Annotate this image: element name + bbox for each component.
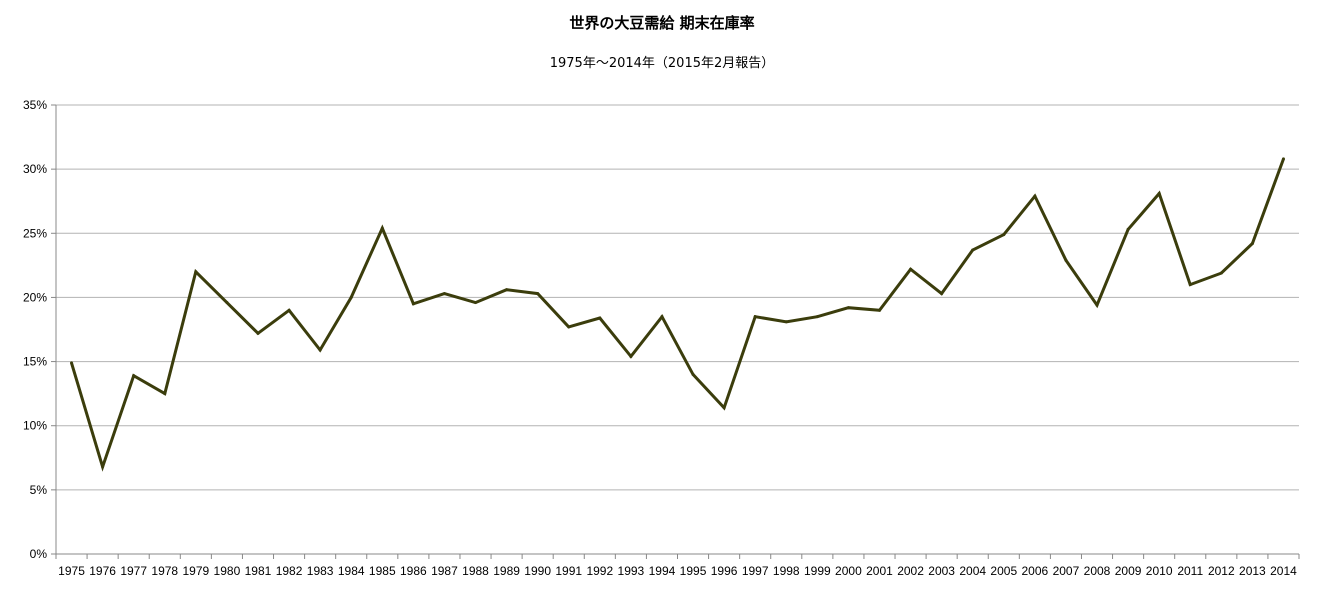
data-point <box>1281 157 1285 161</box>
chart-title: 世界の大豆需給 期末在庫率 <box>569 14 755 32</box>
x-tick-label: 2006 <box>1022 564 1049 578</box>
chart-subtitle: 1975年～2014年（2015年2月報告） <box>549 56 775 71</box>
x-tick-label: 1979 <box>182 564 209 578</box>
data-point <box>132 374 136 378</box>
data-point <box>225 301 229 305</box>
gridlines <box>56 104 1299 491</box>
data-point <box>940 292 944 296</box>
x-tick-label: 1997 <box>742 564 769 578</box>
y-tick-label: 35% <box>23 98 47 112</box>
y-tick-label: 5% <box>30 483 48 497</box>
x-tick-label: 1980 <box>214 564 241 578</box>
data-point <box>877 308 881 312</box>
data-point <box>909 267 913 271</box>
x-tick-label: 2013 <box>1239 564 1266 578</box>
data-point <box>163 392 167 396</box>
x-tick-label: 2007 <box>1053 564 1080 578</box>
data-point <box>256 331 260 335</box>
y-tick-label: 25% <box>23 226 47 240</box>
data-point <box>1095 303 1099 307</box>
data-point <box>1157 192 1161 196</box>
x-tick-label: 1976 <box>89 564 116 578</box>
data-point <box>1126 227 1130 231</box>
x-tick-label: 2008 <box>1084 564 1111 578</box>
x-tick-label: 1990 <box>524 564 551 578</box>
y-tick-label: 20% <box>23 290 47 304</box>
data-point <box>442 292 446 296</box>
x-tick-label: 2003 <box>928 564 955 578</box>
x-tick-label: 2014 <box>1270 564 1297 578</box>
data-point <box>1002 233 1006 237</box>
x-tick-label: 1991 <box>555 564 582 578</box>
y-tick-label: 10% <box>23 419 47 433</box>
x-tick-label: 1978 <box>151 564 178 578</box>
data-point <box>194 270 198 274</box>
x-tick-label: 1984 <box>338 564 365 578</box>
data-point <box>101 465 105 469</box>
x-tick-label: 2010 <box>1146 564 1173 578</box>
data-point <box>411 302 415 306</box>
data-point <box>287 308 291 312</box>
x-tick-label: 1989 <box>493 564 520 578</box>
data-point <box>846 306 850 310</box>
data-point <box>1064 258 1068 262</box>
data-point <box>660 315 664 319</box>
x-tick-label: 1995 <box>680 564 707 578</box>
data-point <box>70 361 74 365</box>
y-tick-labels: 0% 5% 10% 15% 20% 25% 30% 35% <box>23 98 47 561</box>
x-tick-label: 1998 <box>773 564 800 578</box>
x-tick-label: 1992 <box>586 564 613 578</box>
x-tick-label: 1999 <box>804 564 831 578</box>
y-tick-label: 0% <box>30 547 48 561</box>
data-point <box>1250 242 1254 246</box>
y-tick-label: 30% <box>23 162 47 176</box>
data-point <box>1033 194 1037 198</box>
data-point <box>349 295 353 299</box>
x-tick-label: 2001 <box>866 564 893 578</box>
x-tick-label: 2012 <box>1208 564 1235 578</box>
x-tick-label: 2000 <box>835 564 862 578</box>
data-point <box>567 325 571 329</box>
x-tick-labels: 1975 1976 1977 1978 1979 1980 1981 1982 1983 1984… <box>58 564 1297 578</box>
data-point <box>722 406 726 410</box>
data-point <box>474 301 478 305</box>
data-point <box>691 372 695 376</box>
data-point <box>971 248 975 252</box>
x-tick-label: 1975 <box>58 564 85 578</box>
data-point <box>505 288 509 292</box>
series-line <box>70 158 1285 472</box>
x-tick-label: 1988 <box>462 564 489 578</box>
series <box>70 157 1285 472</box>
x-tick-label: 1983 <box>307 564 334 578</box>
data-point <box>629 354 633 358</box>
x-tick-label: 1987 <box>431 564 458 578</box>
data-point <box>815 315 819 319</box>
data-point <box>784 320 788 324</box>
data-point <box>318 348 322 352</box>
x-tick-label: 2009 <box>1115 564 1142 578</box>
data-point <box>380 226 384 230</box>
x-tick-label: 2011 <box>1177 564 1203 578</box>
axes <box>51 104 1300 559</box>
x-tick-label: 2005 <box>990 564 1017 578</box>
x-tick-label: 1994 <box>649 564 676 578</box>
x-tick-label: 1982 <box>276 564 303 578</box>
y-tick-label: 15% <box>23 355 47 369</box>
data-point <box>1188 283 1192 287</box>
data-point <box>536 292 540 296</box>
x-tick-label: 1985 <box>369 564 396 578</box>
data-point <box>753 315 757 319</box>
x-tick-label: 2004 <box>959 564 986 578</box>
data-point <box>598 316 602 320</box>
x-tick-label: 1996 <box>711 564 738 578</box>
x-tick-label: 1993 <box>618 564 645 578</box>
x-tick-label: 2002 <box>897 564 924 578</box>
x-tick-label: 1977 <box>120 564 147 578</box>
x-tick-label: 1986 <box>400 564 427 578</box>
data-point <box>1219 271 1223 275</box>
x-tick-label: 1981 <box>245 564 272 578</box>
